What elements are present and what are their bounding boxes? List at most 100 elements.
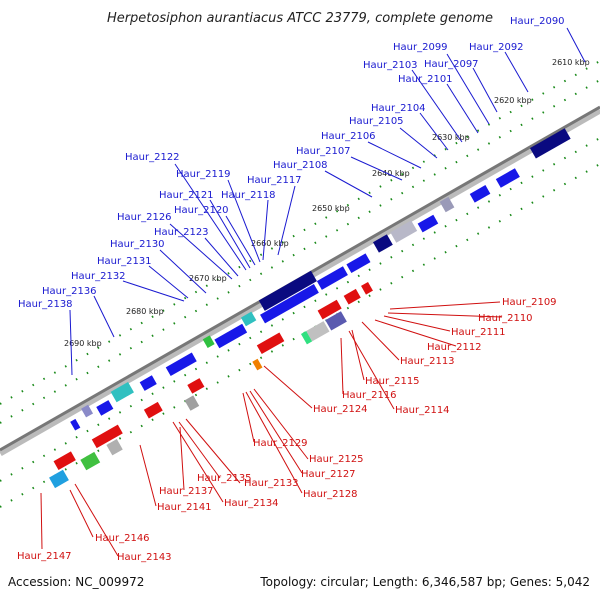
- gene-label: Haur_2107: [296, 146, 351, 157]
- genome-summary: Topology: circular; Length: 6,346,587 bp…: [259, 575, 590, 589]
- scale-label: 2680 kbp: [126, 307, 164, 316]
- gene-label: Haur_2117: [247, 175, 302, 186]
- scale-label: 2610 kbp: [552, 58, 590, 67]
- gene-block: [417, 214, 439, 233]
- gene-block: [343, 288, 361, 305]
- gene-label: Haur_2120: [174, 205, 229, 216]
- gene-label: Haur_2104: [371, 103, 426, 114]
- gene-block: [110, 381, 134, 403]
- gene-label: Haur_2132: [71, 271, 126, 282]
- gene-block: [300, 331, 313, 345]
- scale-label: 2630 kbp: [432, 133, 470, 142]
- gene-label: Haur_2106: [321, 131, 376, 142]
- gene-block: [240, 311, 257, 327]
- gene-label: Haur_2119: [176, 169, 231, 180]
- gene-label: Haur_2136: [42, 286, 97, 297]
- gene-block: [165, 352, 197, 377]
- gene-label: Haur_2125: [309, 454, 364, 465]
- gene-label: Haur_2114: [395, 405, 450, 416]
- gene-label: Haur_2090: [510, 16, 565, 27]
- gene-block: [187, 378, 205, 394]
- gene-labels-top: Haur_2090 Haur_2092 Haur_2097 Haur_2099 …: [18, 16, 565, 310]
- gene-block: [372, 234, 393, 253]
- gene-block: [143, 401, 163, 419]
- scale-label: 2690 kbp: [64, 339, 102, 348]
- gene-labels-bottom: Haur_2109 Haur_2110 Haur_2111 Haur_2112 …: [17, 297, 557, 563]
- gene-label: Haur_2133: [244, 478, 299, 489]
- gene-label: Haur_2126: [117, 212, 172, 223]
- gene-block: [361, 281, 373, 295]
- gene-label: Haur_2111: [451, 327, 506, 338]
- gene-block: [139, 375, 157, 391]
- gene-block: [106, 439, 123, 456]
- gene-label: Haur_2118: [221, 190, 276, 201]
- gene-label: Haur_2135: [197, 473, 252, 484]
- gene-label: Haur_2137: [159, 486, 214, 497]
- gene-block: [317, 299, 342, 320]
- gene-label: Haur_2143: [117, 552, 172, 563]
- gene-label: Haur_2097: [424, 59, 479, 70]
- gene-block: [252, 358, 263, 371]
- gene-label: Haur_2124: [313, 404, 368, 415]
- gene-label: Haur_2128: [303, 489, 358, 500]
- gene-label: Haur_2113: [400, 356, 455, 367]
- gene-label: Haur_2109: [502, 297, 557, 308]
- gene-label: Haur_2105: [349, 116, 404, 127]
- gene-block: [495, 168, 520, 188]
- tick-tracks: [0, 60, 600, 508]
- gene-label: Haur_2123: [154, 227, 209, 238]
- gene-block: [49, 469, 69, 489]
- gene-block: [53, 451, 76, 470]
- gene-block: [184, 395, 200, 411]
- gene-block: [91, 424, 123, 449]
- scale-label: 2620 kbp: [494, 96, 532, 105]
- scale-label: 2660 kbp: [251, 239, 289, 248]
- genome-title: Herpetosiphon aurantiacus ATCC 23779, co…: [107, 11, 493, 26]
- leader-lines-bottom: [40, 301, 503, 557]
- gene-block: [214, 323, 248, 349]
- gene-block: [202, 335, 215, 349]
- gene-block: [306, 321, 330, 342]
- gene-block: [316, 266, 348, 290]
- gene-block: [96, 400, 114, 416]
- gene-label: Haur_2115: [365, 376, 420, 387]
- gene-block: [346, 253, 371, 274]
- gene-label: Haur_2110: [478, 313, 533, 324]
- gene-label: Haur_2141: [157, 502, 212, 513]
- gene-block: [80, 451, 101, 471]
- gene-label: Haur_2108: [273, 160, 328, 171]
- gene-label: Haur_2116: [342, 390, 397, 401]
- gene-block: [81, 404, 94, 418]
- gene-label: Haur_2103: [363, 60, 418, 71]
- gene-block: [256, 332, 285, 355]
- forward-strand-genes: [70, 128, 571, 431]
- gene-label: Haur_2146: [95, 533, 150, 544]
- gene-block: [469, 185, 491, 203]
- scale-label: 2670 kbp: [189, 274, 227, 283]
- scale-label: 2640 kbp: [372, 169, 410, 178]
- gene-label: Haur_2138: [18, 299, 73, 310]
- gene-block: [258, 270, 317, 311]
- scale-labels: 2610 kbp 2620 kbp 2630 kbp 2640 kbp 2650…: [64, 58, 590, 348]
- gene-label: Haur_2127: [301, 469, 356, 480]
- gene-block: [70, 418, 81, 431]
- gene-label: Haur_2147: [17, 551, 72, 562]
- leader-lines-top: [69, 27, 586, 376]
- gene-label: Haur_2122: [125, 152, 180, 163]
- scale-label: 2650 kbp: [312, 204, 350, 213]
- gene-block: [260, 284, 319, 324]
- gene-block: [325, 311, 347, 331]
- gene-block: [529, 128, 571, 159]
- gene-label: Haur_2092: [469, 42, 524, 53]
- gene-label: Haur_2101: [398, 74, 453, 85]
- gene-block: [390, 220, 418, 243]
- gene-label: Haur_2129: [253, 438, 308, 449]
- reverse-strand-genes: [49, 281, 373, 489]
- accession-label: Accession: NC_009972: [8, 575, 144, 589]
- gene-label: Haur_2131: [97, 256, 152, 267]
- gene-label: Haur_2134: [224, 498, 279, 509]
- gene-label: Haur_2112: [427, 342, 482, 353]
- gene-label: Haur_2130: [110, 239, 165, 250]
- gene-label: Haur_2121: [159, 190, 214, 201]
